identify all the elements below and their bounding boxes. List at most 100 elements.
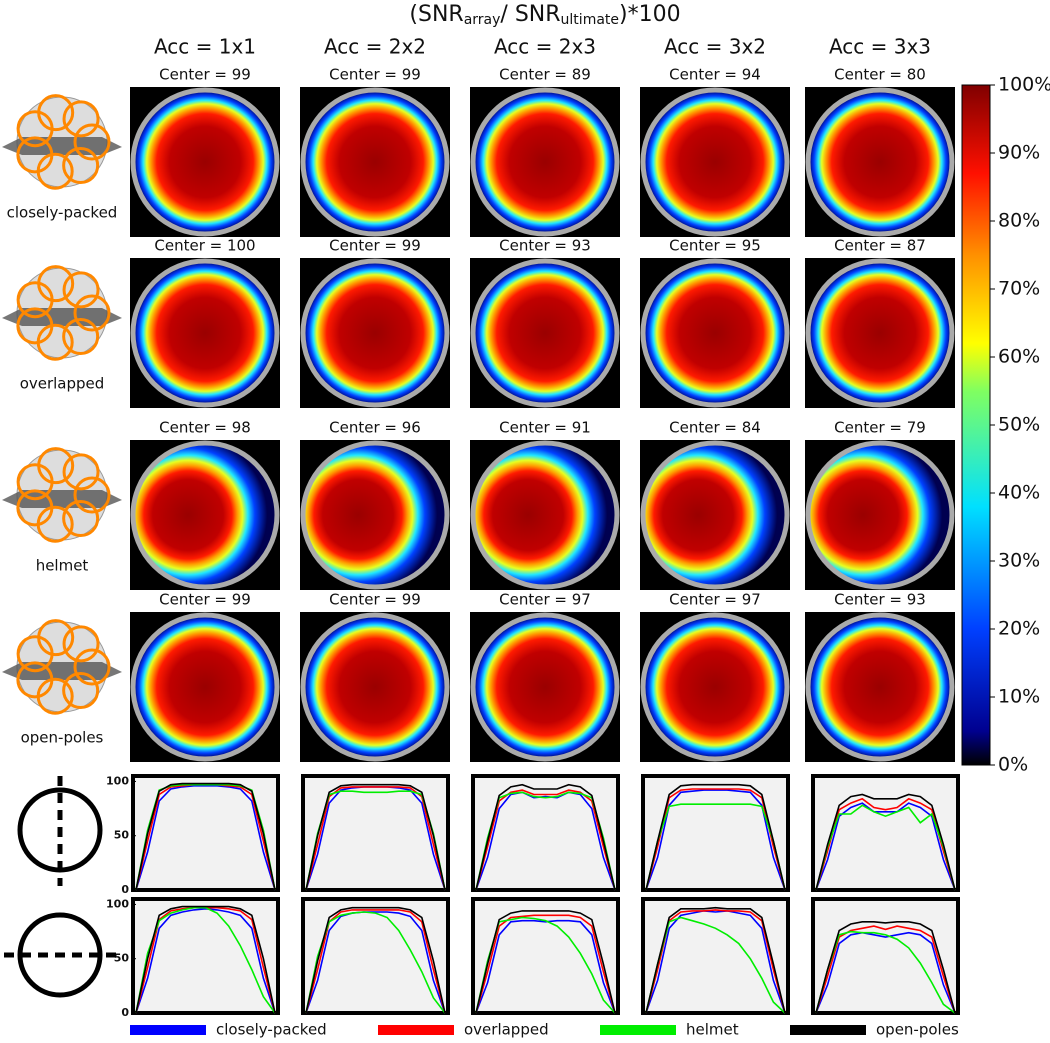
snr-map — [644, 444, 786, 586]
map-rim — [470, 440, 620, 590]
map-rim — [130, 440, 280, 590]
snr-map — [304, 91, 446, 233]
snr-map — [809, 444, 951, 586]
profile-line — [305, 906, 446, 1014]
coil-icon — [62, 271, 100, 309]
coil-icon — [16, 661, 54, 699]
profile-line — [305, 783, 446, 891]
map-rim — [640, 258, 790, 408]
profile-line — [645, 789, 786, 891]
y-tick-label: 50 — [114, 952, 130, 965]
y-tick-label: 0 — [121, 883, 129, 896]
center-label: Center = 89 — [499, 66, 591, 84]
coil-icon — [62, 499, 100, 537]
center-label: Center = 94 — [669, 66, 761, 84]
center-label: Center = 99 — [159, 66, 251, 84]
profile-line — [645, 803, 786, 891]
profile-plot — [641, 774, 790, 892]
colorbar-label: 40% — [998, 482, 1040, 504]
title-sub: ultimate — [561, 12, 619, 28]
y-tick-label: 100 — [106, 897, 129, 910]
row-label: overlapped — [20, 375, 105, 393]
center-label: Center = 84 — [669, 419, 761, 437]
coil-icon — [16, 489, 54, 527]
column-header: Acc = 1x1 — [154, 35, 256, 59]
profile-line — [305, 911, 446, 1014]
center-label: Center = 97 — [669, 591, 761, 609]
coil-icon — [62, 625, 100, 663]
coil-icon — [73, 123, 111, 161]
profile-line — [475, 919, 616, 1014]
profile-line — [135, 785, 276, 891]
snr-map — [644, 616, 786, 758]
snr-map — [644, 91, 786, 233]
center-label: Center = 97 — [499, 591, 591, 609]
profile-line — [135, 906, 276, 1014]
map-rim — [470, 87, 620, 237]
colorbar-label: 30% — [998, 550, 1040, 572]
map-rim — [130, 258, 280, 408]
column-header: Acc = 2x3 — [494, 35, 596, 59]
colorbar — [961, 84, 991, 766]
snr-map — [304, 262, 446, 404]
center-label: Center = 95 — [669, 237, 761, 255]
profile-line — [475, 789, 616, 891]
profile-plot — [131, 774, 280, 892]
legend-label: open-poles — [876, 1021, 959, 1039]
snr-map — [304, 444, 446, 586]
center-label: Center = 99 — [329, 591, 421, 609]
column-header: Acc = 3x2 — [664, 35, 766, 59]
legend-swatch — [600, 1025, 676, 1035]
colorbar-label: 50% — [998, 414, 1040, 436]
center-label: Center = 91 — [499, 419, 591, 437]
profile-plot — [471, 897, 620, 1015]
map-rim — [640, 87, 790, 237]
map-rim — [640, 440, 790, 590]
snr-map — [644, 262, 786, 404]
coil-icon — [2, 137, 122, 155]
snr-map — [474, 91, 616, 233]
profile-line — [135, 783, 276, 891]
map-rim — [300, 440, 450, 590]
coil-icon — [62, 146, 100, 184]
profile-line — [815, 930, 956, 1014]
title-part: )*100 — [619, 2, 681, 27]
map-rim — [130, 87, 280, 237]
profile-plot — [471, 774, 620, 892]
title-sub: array — [464, 12, 501, 28]
title-part: (SNR — [409, 2, 463, 27]
coil-icon — [62, 453, 100, 491]
colorbar-label: 20% — [998, 618, 1040, 640]
profile-line — [305, 911, 446, 1014]
coil-icon — [16, 307, 54, 345]
colorbar-label: 10% — [998, 686, 1040, 708]
coil-icon — [37, 619, 75, 657]
center-label: Center = 99 — [329, 237, 421, 255]
profile-line — [815, 797, 956, 891]
profile-plot — [131, 897, 280, 1015]
center-label: Center = 87 — [834, 237, 926, 255]
center-label: Center = 99 — [159, 591, 251, 609]
coil-icon — [37, 265, 75, 303]
colorbar-label: 90% — [998, 142, 1040, 164]
coil-icon — [73, 294, 111, 332]
colorbar-label: 0% — [998, 754, 1028, 776]
map-rim — [470, 612, 620, 762]
coil-icon — [37, 447, 75, 485]
coil-icon — [16, 136, 54, 174]
profile-line — [135, 782, 276, 891]
y-tick-label: 100 — [106, 774, 129, 787]
coil-icon — [73, 476, 111, 514]
column-header: Acc = 3x3 — [829, 35, 931, 59]
column-header: Acc = 2x2 — [324, 35, 426, 59]
snr-map — [134, 91, 276, 233]
snr-map — [304, 616, 446, 758]
profile-line — [135, 905, 276, 1014]
map-rim — [130, 612, 280, 762]
coil-icon — [62, 100, 100, 138]
legend-swatch — [378, 1025, 454, 1035]
coil-icon — [62, 671, 100, 709]
center-label: Center = 93 — [834, 591, 926, 609]
colorbar-label: 70% — [998, 278, 1040, 300]
